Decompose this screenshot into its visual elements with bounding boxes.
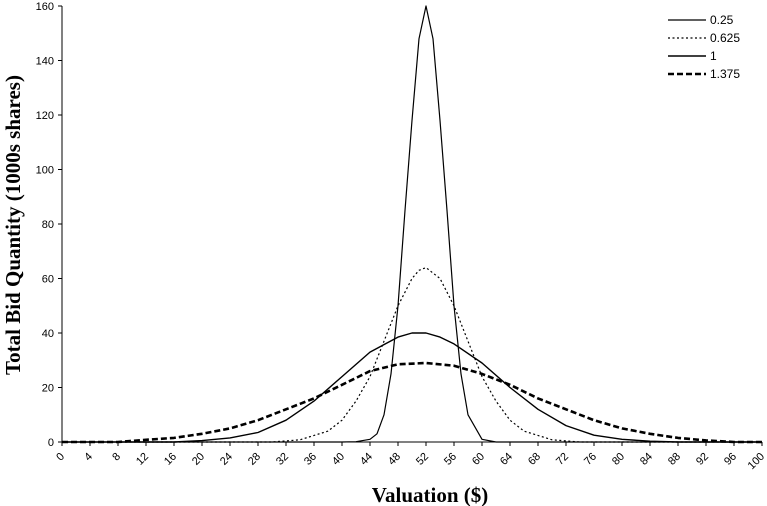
x-tick-label: 28	[246, 451, 263, 468]
legend-label-1: 0.625	[710, 31, 740, 45]
x-tick-label: 16	[162, 451, 179, 468]
x-tick-label: 88	[666, 451, 683, 468]
x-tick-label: 76	[582, 451, 599, 468]
x-tick-label: 8	[110, 451, 123, 464]
x-tick-label: 12	[134, 451, 151, 468]
x-tick-label: 84	[638, 451, 655, 468]
series-line-0	[62, 5, 762, 443]
x-tick-label: 24	[218, 451, 235, 468]
x-tick-label: 72	[554, 451, 571, 468]
x-tick-label: 4	[82, 451, 95, 464]
x-tick-label: 20	[190, 451, 207, 468]
x-tick-label: 92	[694, 451, 711, 468]
series-line-3	[62, 361, 762, 444]
x-tick-label: 68	[526, 451, 543, 468]
y-tick-label: 20	[42, 383, 54, 395]
x-tick-label: 96	[722, 451, 739, 468]
x-tick-label: 0	[54, 451, 67, 464]
x-tick-label: 32	[274, 451, 291, 468]
x-tick-label: 64	[498, 451, 515, 468]
x-tick-label: 80	[610, 451, 627, 468]
x-axis-title: Valuation ($)	[372, 483, 489, 506]
x-tick-label: 48	[386, 451, 403, 468]
y-tick-label: 80	[42, 219, 54, 231]
y-tick-label: 120	[36, 110, 54, 122]
y-tick-label: 40	[42, 328, 54, 340]
y-tick-label: 100	[36, 165, 54, 177]
y-tick-label: 160	[36, 1, 54, 13]
y-axis-title: Total Bid Quantity (1000s shares)	[1, 75, 25, 375]
x-tick-label: 44	[358, 451, 375, 468]
x-tick-label: 52	[414, 451, 431, 468]
x-tick-label: 100	[746, 451, 767, 472]
y-tick-label: 140	[36, 56, 54, 68]
legend-label-2: 1	[710, 49, 717, 63]
series-line-2	[62, 332, 762, 443]
legend: 0.25 0.625 1 1.375	[668, 13, 740, 81]
series-layer	[62, 5, 762, 444]
legend-label-3: 1.375	[710, 67, 740, 81]
legend-label-0: 0.25	[710, 13, 734, 27]
series-line-1	[62, 267, 762, 443]
x-tick-label: 60	[470, 451, 487, 468]
x-tick-label: 40	[330, 451, 347, 468]
y-tick-label: 0	[48, 437, 54, 449]
x-tick-label: 56	[442, 451, 459, 468]
y-tick-label: 60	[42, 274, 54, 286]
x-tick-label: 36	[302, 451, 319, 468]
